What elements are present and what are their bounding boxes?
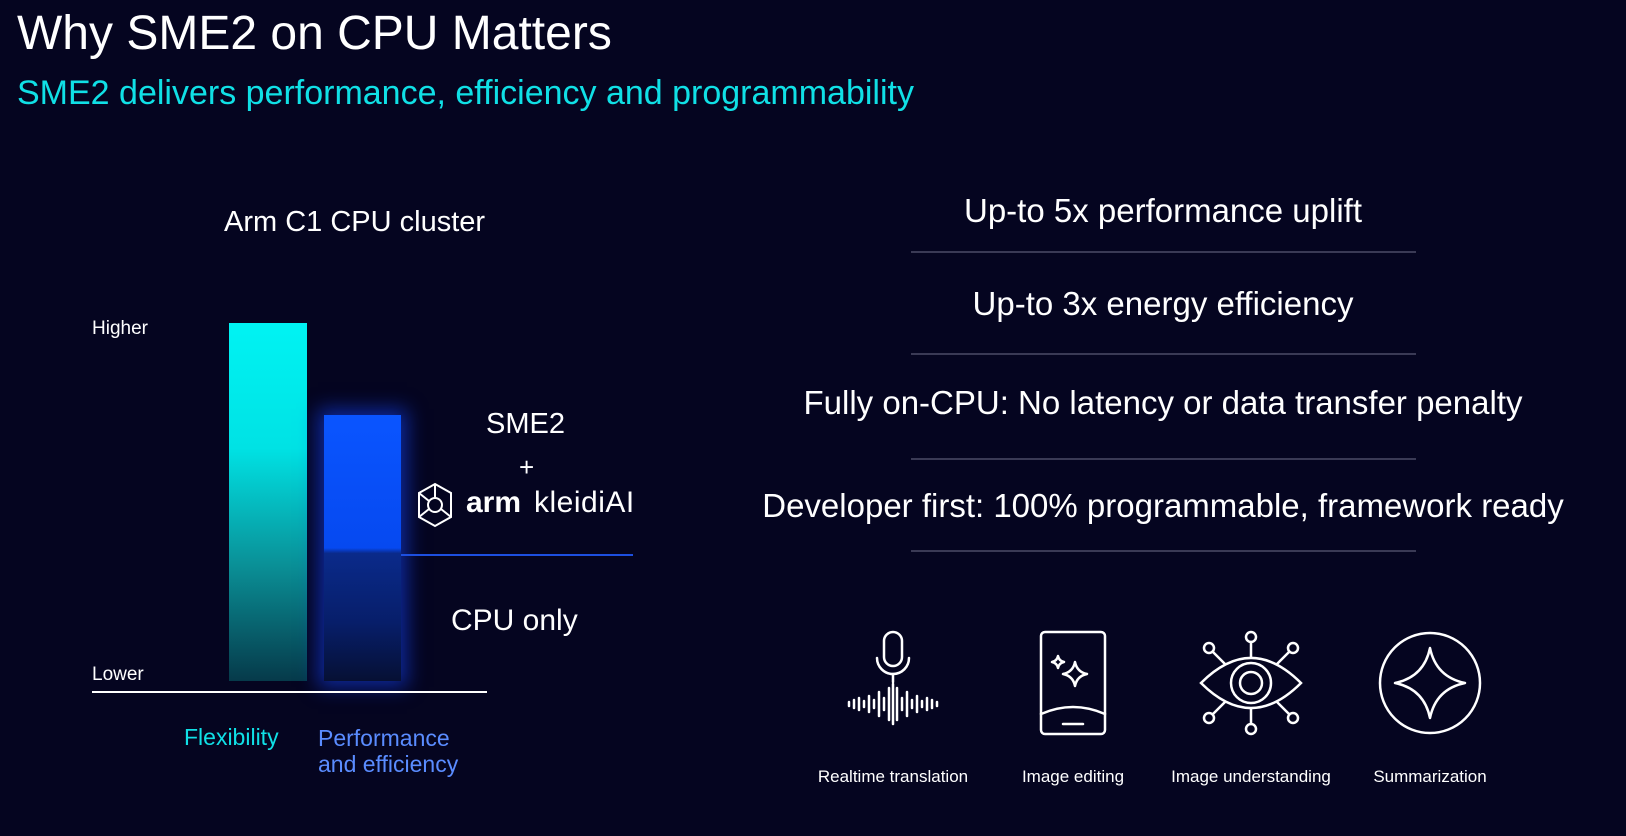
performance-label-line1: Performance <box>318 725 450 751</box>
use-case-label-image-understanding: Image understanding <box>1171 767 1331 786</box>
arm-brand-text: arm <box>466 486 522 519</box>
kleidiai-logo-icon <box>418 482 452 528</box>
performance-bar <box>324 415 401 681</box>
claim-separator <box>911 550 1416 552</box>
eye-network-icon <box>1199 630 1303 736</box>
claim-on-cpu: Fully on-CPU: No latency or data transfe… <box>803 384 1523 421</box>
cpu-sme2-divider <box>401 554 633 556</box>
slide-subtitle: SME2 delivers performance, efficiency an… <box>17 74 914 112</box>
star-circle-icon <box>1378 631 1482 735</box>
plus-sign: + <box>519 452 535 482</box>
performance-label: Performance and efficiency <box>318 725 458 777</box>
phone-sparkle-icon <box>1039 630 1107 736</box>
diagram-title: Arm C1 CPU cluster <box>224 206 486 238</box>
claim-efficiency: Up-to 3x energy efficiency <box>972 285 1354 322</box>
microphone-waveform-icon <box>847 630 939 726</box>
slide-title: Why SME2 on CPU Matters <box>17 7 612 60</box>
claim-separator <box>911 251 1416 253</box>
performance-label-line2: and efficiency <box>318 751 459 777</box>
use-case-label-summarization: Summarization <box>1373 767 1487 786</box>
axis-label-higher: Higher <box>92 318 148 339</box>
claim-separator <box>911 353 1416 355</box>
kleidiai-brand-text: kleidiAI <box>534 486 635 519</box>
claim-performance: Up-to 5x performance uplift <box>963 192 1362 229</box>
flexibility-bar <box>229 323 307 681</box>
cpu-only-label: CPU only <box>451 604 578 637</box>
use-case-label-image-editing: Image editing <box>1021 767 1125 786</box>
x-axis-line <box>92 691 487 693</box>
claim-separator <box>911 458 1416 460</box>
claim-developer-first: Developer first: 100% programmable, fram… <box>762 487 1564 524</box>
flexibility-label: Flexibility <box>184 724 279 750</box>
sme2-label: SME2 <box>486 408 565 440</box>
use-case-label-realtime-translation: Realtime translation <box>817 767 969 786</box>
axis-label-lower: Lower <box>92 664 144 685</box>
